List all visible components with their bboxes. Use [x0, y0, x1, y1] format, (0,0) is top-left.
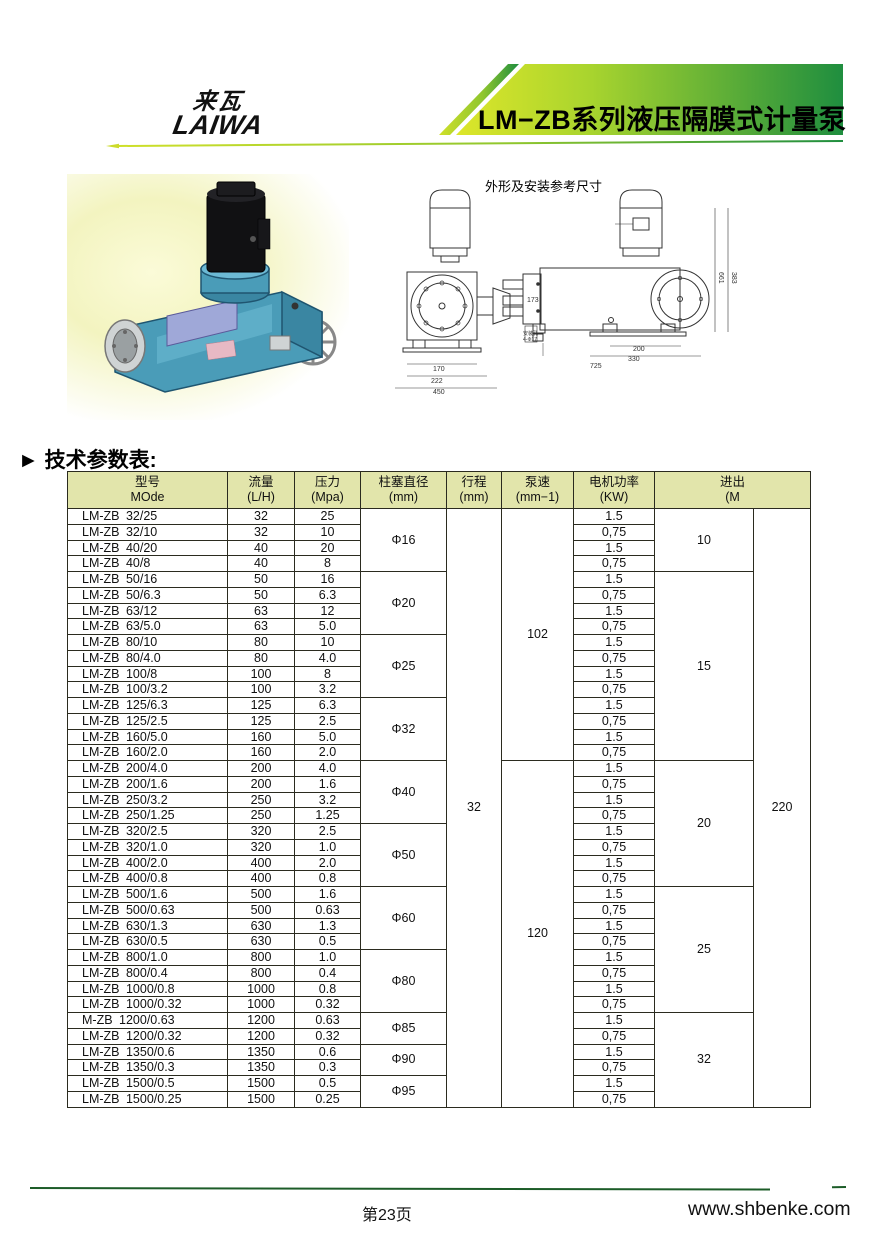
svg-text:330: 330	[628, 356, 640, 363]
svg-text:383: 383	[730, 272, 737, 284]
svg-text:725: 725	[590, 363, 602, 370]
svg-text:安装孔: 安装孔	[523, 330, 538, 337]
svg-text:200: 200	[633, 346, 645, 353]
svg-text:450: 450	[433, 389, 445, 396]
svg-text:222: 222	[431, 378, 443, 385]
svg-text:661: 661	[717, 272, 724, 284]
svg-text:173: 173	[527, 297, 539, 304]
svg-text:170: 170	[433, 366, 445, 373]
svg-text:4-Φ17: 4-Φ17	[523, 337, 537, 343]
